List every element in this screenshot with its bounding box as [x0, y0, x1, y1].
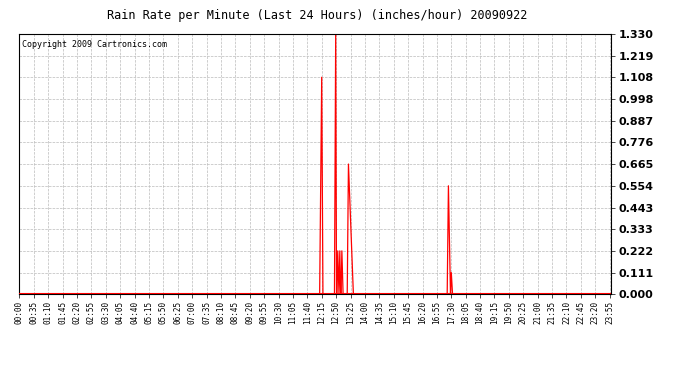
Text: Rain Rate per Minute (Last 24 Hours) (inches/hour) 20090922: Rain Rate per Minute (Last 24 Hours) (in…: [107, 9, 528, 22]
Text: Copyright 2009 Cartronics.com: Copyright 2009 Cartronics.com: [22, 40, 167, 49]
